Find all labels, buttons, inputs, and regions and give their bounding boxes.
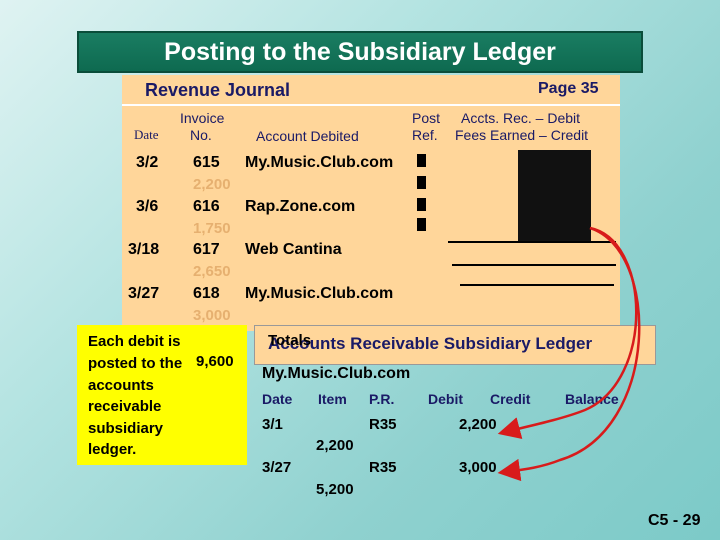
- callout-line-2: posted to the: [88, 355, 183, 372]
- totals-label: Totals: [268, 332, 312, 349]
- header-invoice-no: No.: [190, 127, 212, 143]
- post-ref-marker: [417, 154, 426, 167]
- header-post: Post: [412, 110, 441, 126]
- ledger-row2-date: 3/27: [262, 459, 292, 476]
- slide-title: Posting to the Subsidiary Ledger: [77, 31, 643, 73]
- ledger-row2-balance: 5,200: [316, 481, 354, 498]
- callout-line-5: subsidiary: [88, 420, 164, 437]
- header-fees-earned: Fees Earned – Credit: [455, 127, 589, 143]
- row2-account: Rap.Zone.com: [245, 198, 356, 215]
- row1-date: 3/2: [136, 154, 159, 171]
- ledger-row1-date: 3/1: [262, 416, 283, 433]
- header-invoice: Invoice: [180, 110, 225, 126]
- header-ref: Ref.: [412, 127, 438, 143]
- ledger-row1-debit: 2,200: [459, 416, 497, 433]
- callout-line-4: receivable: [88, 398, 162, 415]
- ledger-panel: [254, 325, 656, 365]
- callout-line-3: accounts: [88, 377, 154, 394]
- slide-number: C5 - 29: [648, 512, 701, 529]
- ledger-header-debit: Debit: [428, 391, 463, 407]
- row3-invoice: 617: [193, 241, 220, 258]
- header-date: Date: [134, 127, 159, 142]
- amount-row-line: [452, 264, 616, 266]
- callout-line-6: ledger.: [88, 441, 137, 458]
- row3-account: Web Cantina: [245, 241, 342, 258]
- journal-header-divider: [122, 104, 620, 106]
- ledger-row2-debit: 3,000: [459, 459, 497, 476]
- ledger-header-credit: Credit: [490, 391, 531, 407]
- row1-account: My.Music.Club.com: [245, 154, 394, 171]
- callout-line-1: Each debit is: [88, 333, 181, 350]
- ledger-header-pr: P.R.: [369, 391, 395, 407]
- ledger-row1-balance: 2,200: [316, 437, 354, 454]
- ledger-account-name: My.Music.Club.com: [262, 365, 411, 382]
- post-ref-marker: [417, 198, 426, 211]
- row2-date: 3/6: [136, 198, 159, 215]
- ledger-header-date: Date: [262, 391, 293, 407]
- amount-row-line: [448, 241, 616, 243]
- ledger-row1-pr: R35: [369, 416, 397, 433]
- row1-amount: 2,200: [193, 176, 231, 193]
- ledger-title: Accounts Receivable Subsidiary Ledger: [268, 334, 593, 353]
- posting-arrow-1: [497, 226, 638, 440]
- amount-row-line: [460, 284, 614, 286]
- journal-name: Revenue Journal: [145, 80, 291, 100]
- posting-arrow-2: [497, 226, 641, 482]
- amount-column-block: [518, 150, 591, 241]
- totals-amount: 9,600: [196, 353, 234, 370]
- header-account-debited: Account Debited: [256, 128, 359, 144]
- journal-page: Page 35: [538, 80, 599, 97]
- row4-date: 3/27: [128, 285, 160, 302]
- row2-invoice: 616: [193, 198, 220, 215]
- header-accts-rec: Accts. Rec. – Debit: [461, 110, 581, 126]
- ledger-header-item: Item: [318, 391, 347, 407]
- post-ref-marker: [417, 176, 426, 189]
- row4-invoice: 618: [193, 285, 220, 302]
- row4-account: My.Music.Club.com: [245, 285, 394, 302]
- row1-invoice: 615: [193, 154, 220, 171]
- post-ref-marker: [417, 218, 426, 231]
- row3-amount: 2,650: [193, 263, 231, 280]
- callout-box: [77, 325, 247, 465]
- row4-amount: 3,000: [193, 307, 231, 324]
- row2-amount: 1,750: [193, 220, 231, 237]
- row3-date: 3/18: [128, 241, 160, 258]
- ledger-row2-pr: R35: [369, 459, 397, 476]
